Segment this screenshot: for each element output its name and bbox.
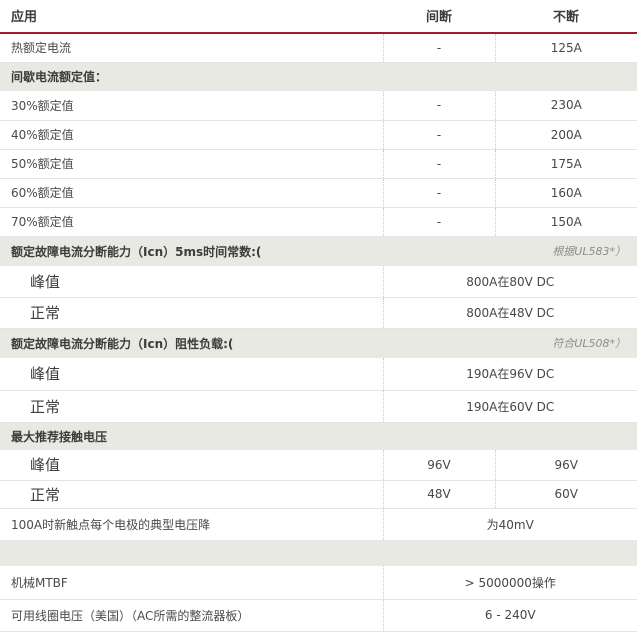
merged-value: 190A在60V DC: [382, 390, 637, 423]
spec-row: 峰值 96V 96V: [0, 450, 637, 481]
section-row: 额定故障电流分断能力（Icn）5ms时间常数:( 根据UL583*）: [0, 236, 637, 266]
section-inner: 间歇电流额定值：: [11, 68, 626, 85]
table-body: 热额定电流 -125A 间歇电流额定值： 30%额定值 -230A 40%额定值 -200A…: [0, 33, 637, 632]
section-row: 最大推荐接触电压: [0, 422, 637, 450]
spec-row: 峰值 800A在80V DC: [0, 266, 637, 298]
spec-row: 正常 190A在60V DC: [0, 390, 637, 423]
spec-row: 正常 800A在48V DC: [0, 297, 637, 329]
row-label: 正常: [0, 297, 383, 329]
merged-value: 800A在80V DC: [382, 266, 637, 298]
section-note: 符合UL508*）: [552, 337, 626, 351]
spec-row: 100A时新触点每个电极的典型电压降 为40mV: [0, 508, 637, 541]
intermittent-value: -: [382, 207, 495, 237]
section-note: 根据UL583*）: [552, 245, 626, 259]
continuous-value: 175A: [494, 149, 637, 179]
intermittent-value: 96V: [382, 450, 495, 481]
intermittent-value: -: [382, 91, 495, 121]
continuous-value: 125A: [494, 33, 637, 63]
spec-row: 可用线圈电压（美国）（AC所需的整流器板） 6 - 240V: [0, 599, 637, 632]
section-row: [0, 540, 637, 566]
continuous-value: 160A: [494, 178, 637, 208]
row-label: 40%额定值: [0, 120, 383, 150]
continuous-value: 230A: [494, 91, 637, 121]
row-label: 100A时新触点每个电极的典型电压降: [0, 508, 383, 541]
row-label: 正常: [0, 390, 383, 423]
row-label: 正常: [0, 480, 383, 509]
continuous-value: 200A: [494, 120, 637, 150]
spec-row: 机械MTBF > 5000000操作: [0, 566, 637, 600]
spec-row: 60%额定值 -160A: [0, 178, 637, 208]
spec-row: 70%额定值 -150A: [0, 207, 637, 237]
spec-row: 正常 48V 60V: [0, 480, 637, 509]
spec-row: 热额定电流 -125A: [0, 33, 637, 63]
section-cell: [0, 540, 637, 566]
row-label: 50%额定值: [0, 149, 383, 179]
row-label: 70%额定值: [0, 207, 383, 237]
row-label: 机械MTBF: [0, 566, 383, 600]
row-label: 峰值: [0, 450, 383, 481]
row-label: 峰值: [0, 266, 383, 298]
intermittent-value: -: [382, 33, 495, 63]
spec-row: 30%额定值 -230A: [0, 91, 637, 121]
section-title: 额定故障电流分断能力（Icn）5ms时间常数:(: [11, 244, 262, 259]
table-header-row: 应用 间断 不断: [0, 0, 637, 34]
section-inner: 额定故障电流分断能力（Icn）5ms时间常数:( 根据UL583*）: [11, 243, 626, 260]
continuous-value: 96V: [494, 450, 637, 481]
header-application: 应用: [0, 0, 383, 34]
merged-value: 为40mV: [382, 508, 637, 541]
row-label: 热额定电流: [0, 33, 383, 63]
section-row: 额定故障电流分断能力（Icn）阻性负载:( 符合UL508*）: [0, 328, 637, 358]
section-cell: 额定故障电流分断能力（Icn）阻性负载:( 符合UL508*）: [0, 328, 637, 358]
section-cell: 额定故障电流分断能力（Icn）5ms时间常数:( 根据UL583*）: [0, 236, 637, 266]
merged-value: 190A在96V DC: [382, 358, 637, 391]
row-label: 峰值: [0, 358, 383, 391]
spec-row: 40%额定值 -200A: [0, 120, 637, 150]
spec-row: 峰值 190A在96V DC: [0, 358, 637, 391]
merged-value: > 5000000操作: [382, 566, 637, 600]
continuous-value: 150A: [494, 207, 637, 237]
intermittent-value: -: [382, 178, 495, 208]
continuous-value: 60V: [494, 480, 637, 509]
section-title: 间歇电流额定值：: [11, 70, 108, 85]
row-label: 30%额定值: [0, 91, 383, 121]
section-title: 最大推荐接触电压: [11, 429, 108, 444]
section-inner: 额定故障电流分断能力（Icn）阻性负载:( 符合UL508*）: [11, 335, 626, 352]
section-cell: 最大推荐接触电压: [0, 422, 637, 450]
section-cell: 间歇电流额定值：: [0, 62, 637, 91]
row-label: 60%额定值: [0, 178, 383, 208]
merged-value: 6 - 240V: [382, 599, 637, 632]
section-row: 间歇电流额定值：: [0, 62, 637, 91]
header-continuous: 不断: [495, 0, 637, 34]
header-intermittent: 间断: [383, 0, 495, 34]
intermittent-value: 48V: [382, 480, 495, 509]
section-inner: 最大推荐接触电压: [11, 428, 626, 445]
merged-value: 800A在48V DC: [382, 297, 637, 329]
section-title: 额定故障电流分断能力（Icn）阻性负载:(: [11, 336, 234, 351]
intermittent-value: -: [382, 149, 495, 179]
spec-row: 50%额定值 -175A: [0, 149, 637, 179]
intermittent-value: -: [382, 120, 495, 150]
row-label: 可用线圈电压（美国）（AC所需的整流器板）: [0, 599, 383, 632]
